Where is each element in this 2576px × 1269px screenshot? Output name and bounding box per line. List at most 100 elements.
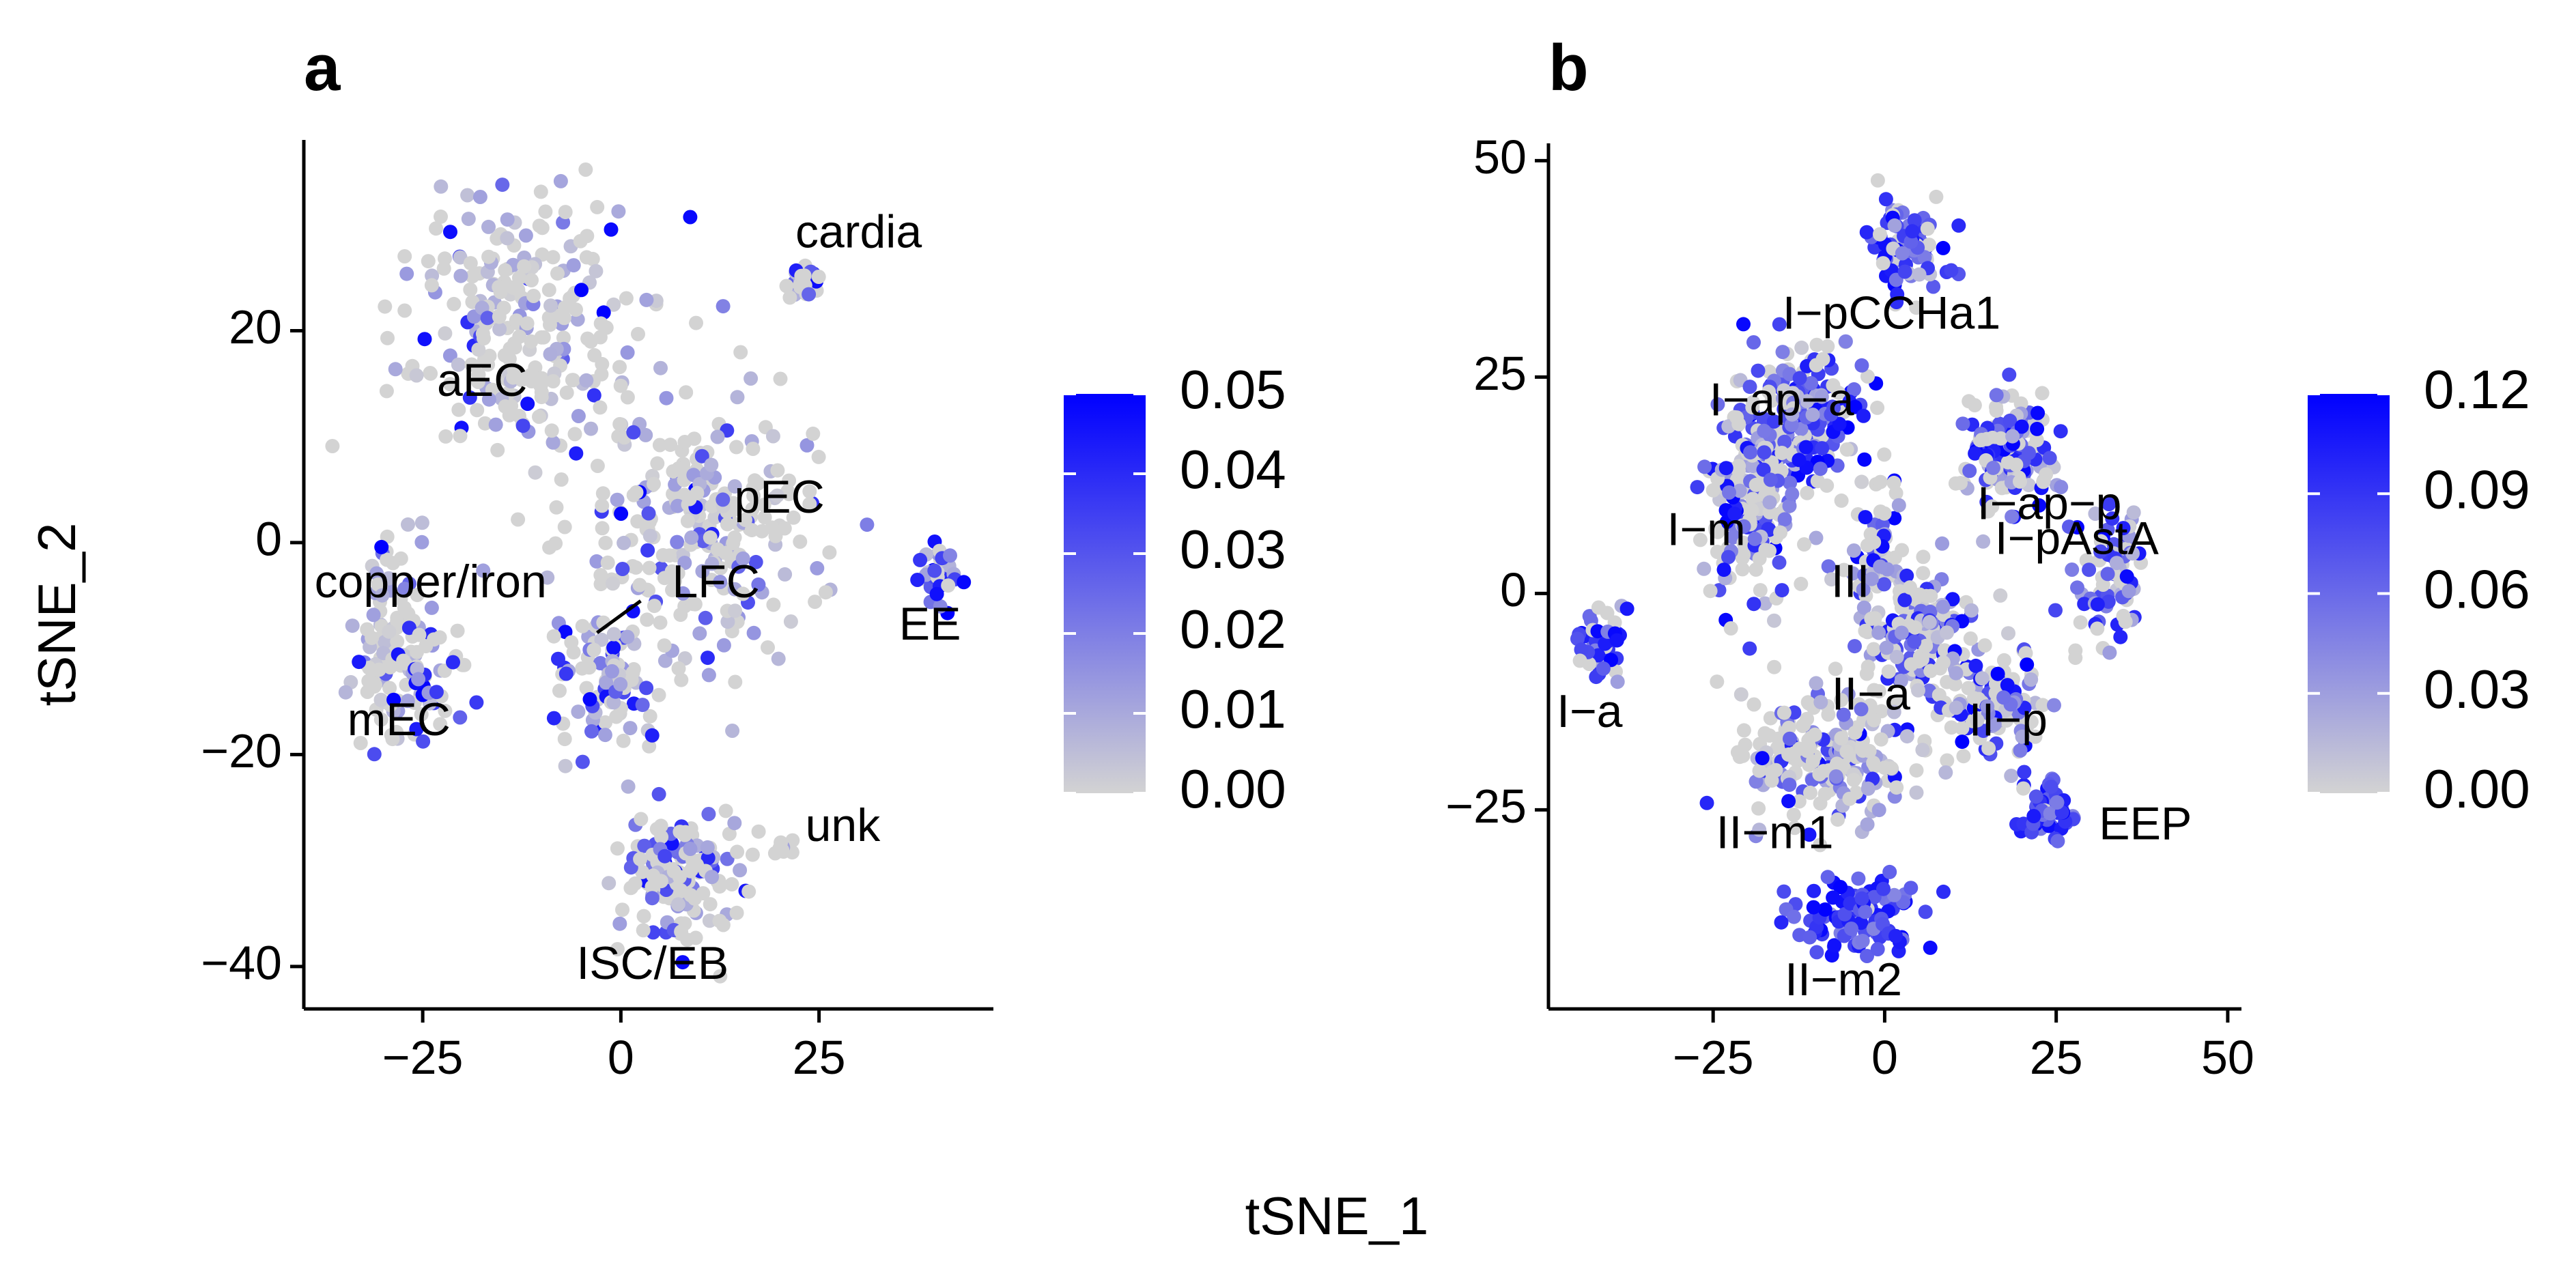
data-point bbox=[645, 728, 660, 743]
data-point bbox=[397, 582, 412, 597]
data-point bbox=[690, 857, 705, 872]
data-point bbox=[1873, 227, 1887, 242]
data-point bbox=[1854, 474, 1869, 489]
data-point bbox=[2065, 562, 2080, 577]
data-point bbox=[1792, 371, 1807, 386]
data-point bbox=[590, 199, 605, 214]
data-point bbox=[1848, 639, 1862, 654]
data-point bbox=[782, 473, 797, 488]
data-point bbox=[546, 629, 561, 644]
data-point bbox=[1936, 599, 1951, 614]
data-point bbox=[1784, 417, 1799, 432]
data-point bbox=[1809, 945, 1824, 960]
data-point bbox=[2002, 413, 2018, 428]
data-point bbox=[470, 403, 485, 418]
data-point bbox=[1847, 382, 1862, 397]
data-point bbox=[585, 251, 600, 266]
y-tick-label: −25 bbox=[1445, 780, 1527, 833]
data-point bbox=[414, 515, 429, 530]
data-point bbox=[1876, 256, 1891, 271]
data-point bbox=[1758, 543, 1773, 558]
data-point bbox=[1813, 838, 1828, 853]
data-point bbox=[641, 506, 656, 521]
data-point bbox=[2050, 795, 2065, 810]
data-point bbox=[1831, 385, 1846, 400]
data-point bbox=[1723, 621, 1738, 636]
cluster-label: III bbox=[1831, 556, 1870, 608]
data-point bbox=[646, 868, 661, 883]
data-point bbox=[1842, 791, 1857, 806]
data-point bbox=[2126, 505, 2141, 520]
data-point bbox=[400, 694, 415, 709]
data-point bbox=[2015, 729, 2030, 744]
data-point bbox=[1777, 434, 1792, 449]
data-point bbox=[1746, 697, 1761, 712]
data-point bbox=[615, 902, 629, 917]
data-point bbox=[498, 263, 513, 278]
data-point bbox=[635, 698, 650, 713]
data-point bbox=[2119, 569, 2134, 584]
data-point bbox=[1916, 566, 1931, 581]
data-point bbox=[1828, 759, 1843, 774]
data-point bbox=[511, 512, 526, 527]
data-point bbox=[1762, 495, 1777, 510]
data-point bbox=[1762, 504, 1777, 519]
data-point bbox=[533, 184, 548, 199]
data-point bbox=[1889, 780, 1904, 795]
data-point bbox=[1749, 774, 1764, 789]
data-point bbox=[659, 390, 674, 405]
data-point bbox=[1802, 827, 1817, 842]
data-point bbox=[2113, 629, 2128, 644]
data-point bbox=[480, 311, 495, 326]
data-point bbox=[1830, 812, 1845, 827]
data-point bbox=[373, 692, 388, 707]
data-point bbox=[1837, 562, 1852, 578]
data-point bbox=[447, 296, 462, 311]
data-point bbox=[2073, 615, 2088, 630]
data-point bbox=[584, 421, 598, 436]
y-tick-label: −40 bbox=[201, 936, 282, 989]
data-point bbox=[2022, 446, 2036, 461]
data-point bbox=[2001, 626, 2015, 641]
data-point bbox=[429, 221, 444, 236]
data-point bbox=[698, 610, 713, 625]
data-point bbox=[1867, 683, 1882, 698]
data-point bbox=[677, 435, 692, 449]
data-point bbox=[665, 582, 679, 597]
cluster-label: mEC bbox=[348, 694, 451, 745]
data-point bbox=[549, 500, 564, 515]
data-point bbox=[766, 597, 781, 612]
data-point bbox=[532, 410, 546, 424]
data-point bbox=[2043, 780, 2058, 795]
data-point bbox=[2102, 645, 2117, 660]
data-point bbox=[1733, 687, 1749, 702]
data-point bbox=[526, 289, 541, 303]
data-point bbox=[401, 621, 416, 636]
data-point bbox=[421, 254, 436, 269]
data-point bbox=[616, 733, 631, 748]
data-point bbox=[692, 626, 707, 641]
data-point bbox=[414, 707, 429, 722]
data-point bbox=[1746, 335, 1761, 350]
data-point bbox=[477, 416, 492, 431]
data-point bbox=[1948, 676, 1963, 691]
data-point bbox=[512, 329, 527, 344]
data-point bbox=[677, 827, 692, 842]
data-point bbox=[735, 551, 750, 566]
data-point bbox=[546, 435, 561, 450]
data-point bbox=[645, 891, 660, 906]
panel-a-axes: −25 0 25 −40 −20 0 20 bbox=[201, 140, 993, 1084]
data-point bbox=[662, 548, 677, 563]
data-point bbox=[751, 577, 766, 592]
data-point bbox=[1732, 483, 1747, 498]
panel-a-colorbar: 0.00 0.01 0.02 0.03 0.04 0.05 bbox=[1064, 359, 1286, 819]
data-point bbox=[1697, 561, 1712, 576]
data-point bbox=[365, 630, 380, 645]
data-point bbox=[2035, 386, 2050, 401]
data-point bbox=[390, 614, 405, 629]
data-point bbox=[1838, 334, 1853, 349]
data-point bbox=[2029, 433, 2044, 448]
data-point bbox=[783, 614, 798, 629]
data-point bbox=[2095, 578, 2110, 592]
data-point bbox=[2053, 424, 2068, 439]
